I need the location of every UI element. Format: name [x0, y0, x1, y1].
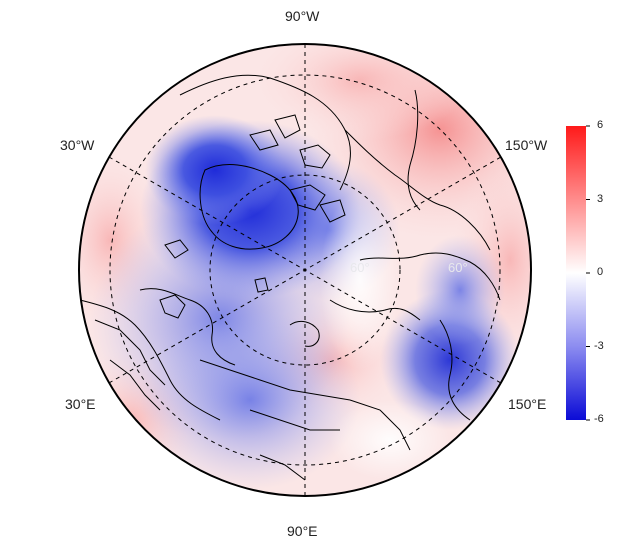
parallel-60 — [209, 174, 401, 366]
coastlines — [79, 74, 501, 481]
parallel-30 — [109, 74, 501, 466]
colorbar-tick-neg6: -6 — [594, 413, 604, 425]
anomaly-field — [79, 44, 531, 496]
lon-label-90w: 90°W — [285, 8, 320, 24]
colorbar-tick-neg3: -3 — [594, 340, 604, 352]
colorbar-gradient — [566, 126, 586, 420]
lon-label-150w: 150°W — [505, 137, 548, 153]
colorbar-tick-3: 3 — [597, 193, 604, 205]
colorbar-tick-0: 0 — [597, 266, 604, 278]
lon-label-90e: 90°E — [287, 523, 318, 539]
colorbar-tick-6: 6 — [597, 119, 604, 131]
lat-label-60-inner: 60° — [350, 260, 370, 275]
map-outline — [78, 43, 532, 497]
meridian-30e-150w — [108, 156, 502, 384]
lon-label-150e: 150°E — [508, 396, 547, 412]
lat-label-60-outer: 60° — [448, 260, 468, 275]
colorbar — [566, 125, 590, 421]
graticule — [108, 44, 502, 496]
lon-label-30w: 30°W — [60, 137, 95, 153]
lon-label-30e: 30°E — [65, 396, 96, 412]
